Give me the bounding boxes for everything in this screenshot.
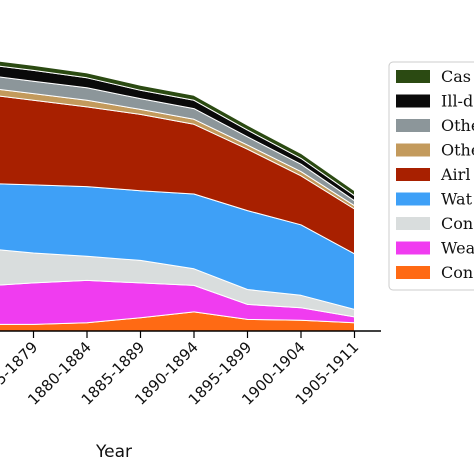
legend-label: Othe xyxy=(441,116,474,135)
legend-swatch xyxy=(396,266,430,279)
legend-label: Con xyxy=(441,263,473,282)
legend-label: Ill-d xyxy=(441,92,473,111)
legend-swatch xyxy=(396,241,430,255)
legend: Cas Ill-d Othe Othe Airl Wat Con Wea Con xyxy=(388,61,474,291)
legend-swatch xyxy=(396,94,430,108)
legend-swatch xyxy=(396,192,430,206)
legend-label: Cas xyxy=(441,67,471,86)
legend-label: Othe xyxy=(441,141,474,160)
x-axis-label: Year xyxy=(95,442,132,462)
legend-swatch xyxy=(396,168,430,181)
x-axis-ticks: 1870-18741875-18791880-18841885-18891890… xyxy=(0,331,362,409)
legend-label: Airl xyxy=(440,165,470,184)
area-series-8 xyxy=(0,60,355,197)
legend-label: Wea xyxy=(441,239,474,258)
legend-label: Wat xyxy=(441,190,473,209)
area-layers xyxy=(0,60,355,332)
legend-swatch xyxy=(396,143,430,157)
legend-swatch xyxy=(396,70,430,83)
legend-label: Con xyxy=(441,214,473,233)
legend-swatch xyxy=(396,119,430,132)
legend-items: Cas Ill-d Othe Othe Airl Wat Con Wea Con xyxy=(396,67,474,282)
legend-swatch xyxy=(396,217,430,230)
